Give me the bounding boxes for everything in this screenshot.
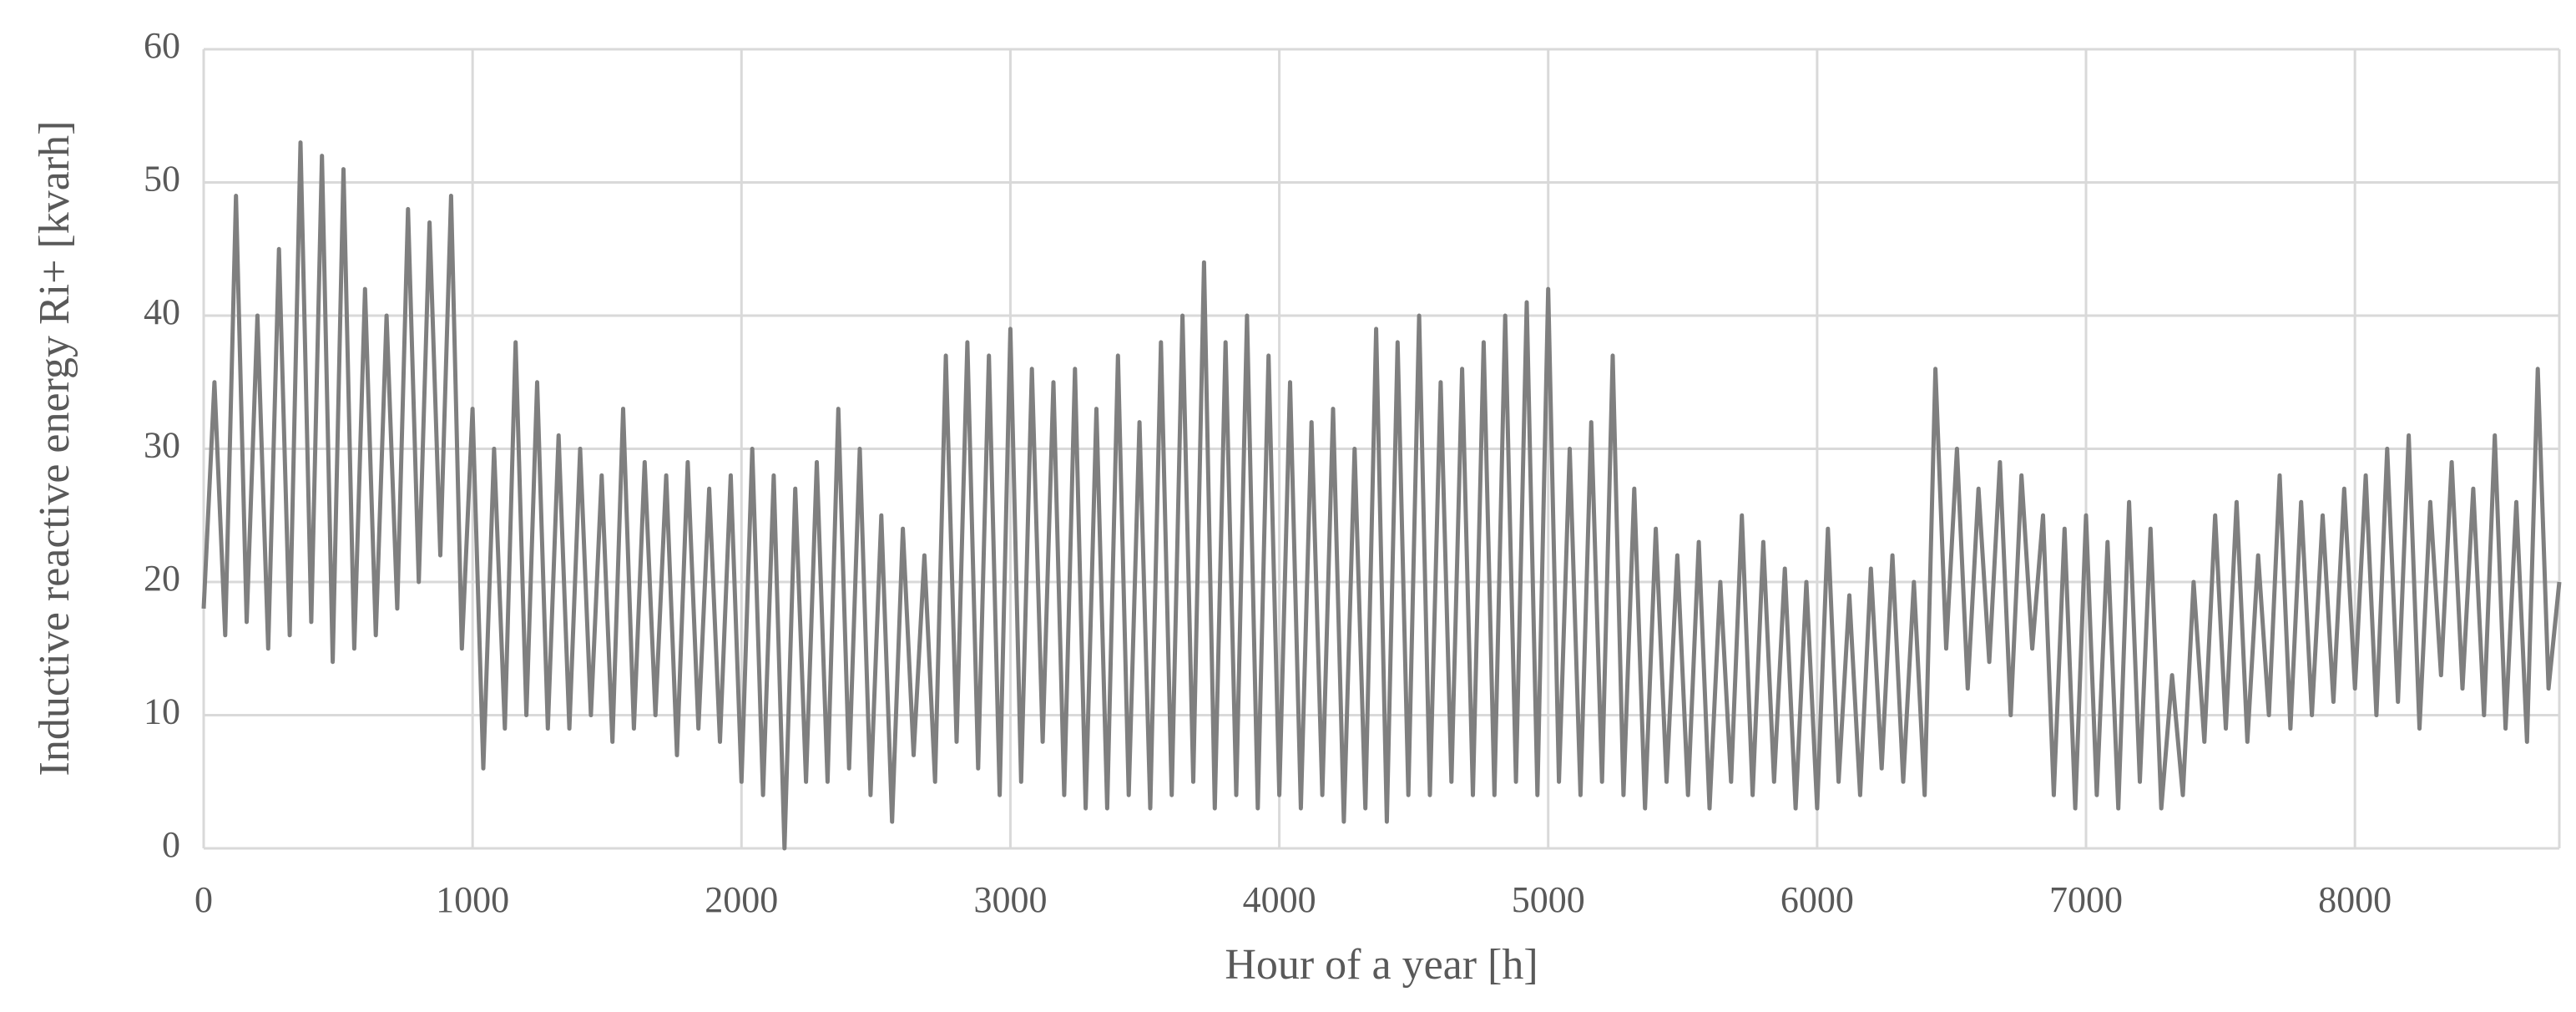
y-tick-label: 40 [144,291,180,332]
x-axis-title: Hour of a year [h] [1225,941,1538,989]
x-tick-label: 0 [194,879,213,920]
y-tick-label: 10 [144,691,180,732]
x-tick-label: 2000 [705,879,778,920]
data-line [201,140,2562,851]
y-tick-label: 20 [144,558,180,599]
x-tick-label: 5000 [1512,879,1585,920]
y-tick-label: 30 [144,425,180,466]
y-tick-label: 50 [144,159,180,200]
x-tick-label: 3000 [973,879,1047,920]
y-tick-label: 0 [162,824,180,865]
y-axis-title: Inductive reactive energy Ri+ [kvarh] [31,121,78,777]
x-tick-label: 7000 [2049,879,2123,920]
y-tick-label: 60 [144,25,180,66]
x-tick-label: 8000 [2318,879,2392,920]
x-tick-label: 4000 [1243,879,1316,920]
x-tick-label: 1000 [436,879,509,920]
x-tick-label: 6000 [1780,879,1854,920]
